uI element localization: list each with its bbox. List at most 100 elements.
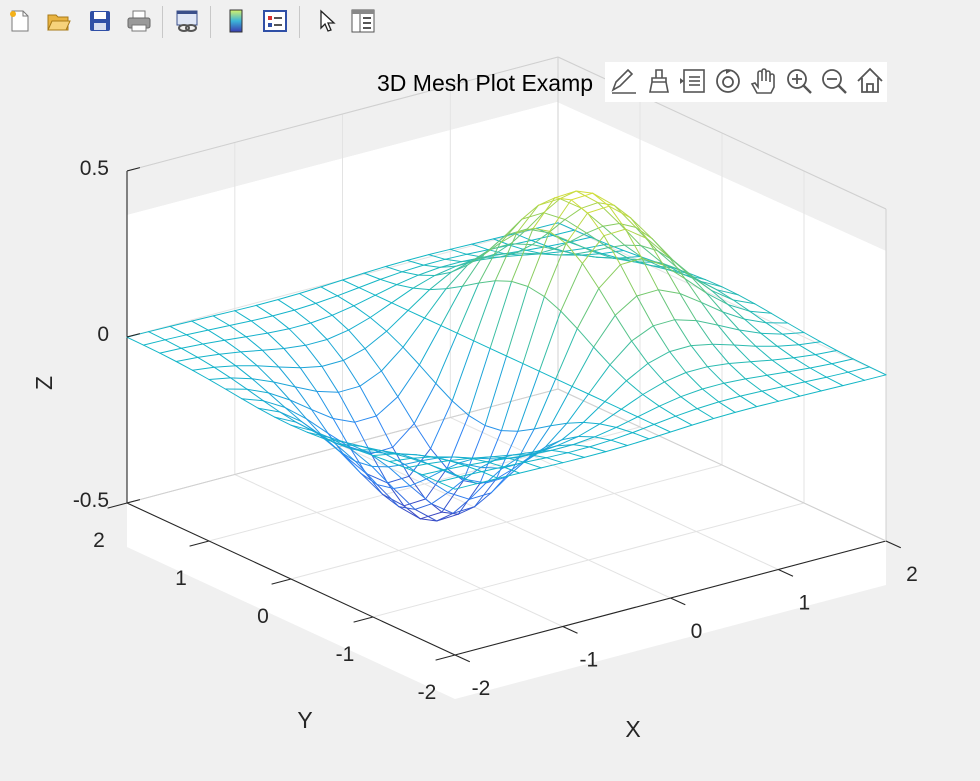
mesh-edge — [727, 304, 745, 320]
mesh-edge — [350, 448, 373, 467]
mesh-edge — [434, 271, 452, 276]
mesh-edge — [618, 256, 641, 259]
mesh-edge — [359, 385, 377, 417]
mesh-edge — [632, 432, 650, 440]
mesh-edge — [456, 332, 475, 342]
mesh-edge — [594, 426, 617, 438]
figure-canvas[interactable]: -2 -1 0 1 2 -2 -1 0 1 2 -0.5 0 0.5 X Y Z 3D Mesh Plo… — [0, 44, 980, 781]
mesh-edge — [290, 424, 308, 433]
mesh-edge — [380, 370, 399, 398]
mesh-edge — [418, 364, 437, 384]
zoom-in-icon[interactable] — [787, 69, 812, 94]
mesh-edge — [521, 204, 539, 220]
x-tick-label: 2 — [906, 563, 918, 586]
mesh-edge — [614, 295, 638, 316]
mesh-plot[interactable]: -2 -1 0 1 2 -2 -1 0 1 2 -0.5 0 0.5 X Y Z 3D Mesh Plo… — [0, 44, 980, 781]
save-button[interactable] — [85, 6, 115, 36]
mesh-edge — [625, 228, 648, 240]
mesh-edge — [445, 264, 469, 290]
mesh-edge — [755, 345, 773, 361]
mesh-edge — [332, 418, 350, 448]
mesh-edge — [606, 243, 625, 251]
mesh-edge — [409, 485, 432, 505]
mesh-edge — [700, 280, 723, 288]
mesh-edge — [679, 293, 697, 322]
mesh-edge — [375, 415, 394, 448]
mesh-edge — [485, 476, 508, 484]
mesh-edge — [255, 304, 274, 317]
mesh-edge — [212, 310, 236, 317]
mesh-edge — [567, 452, 585, 458]
edit-icon[interactable] — [611, 68, 636, 94]
insert-legend-button[interactable] — [260, 6, 290, 36]
mesh-edge — [435, 382, 453, 402]
mesh-edge — [159, 347, 182, 354]
mesh-edge — [394, 453, 417, 456]
mesh-edge — [298, 286, 322, 294]
insert-colorbar-button[interactable] — [221, 6, 251, 36]
pan-icon[interactable] — [750, 68, 775, 94]
mesh-edge — [218, 353, 237, 367]
mesh-edge — [549, 199, 572, 232]
mesh-edge — [646, 238, 664, 266]
tick-marks — [107, 167, 902, 663]
mesh-edge — [572, 444, 590, 448]
brush-icon[interactable] — [649, 69, 669, 93]
mesh-edge — [599, 408, 622, 425]
link-plot-button[interactable] — [172, 6, 202, 36]
mesh-edge — [450, 264, 469, 273]
mesh-edge — [186, 329, 209, 336]
mesh-edge — [842, 379, 865, 387]
mesh-edge — [624, 244, 642, 247]
home-icon[interactable] — [857, 67, 883, 93]
open-file-button[interactable] — [44, 6, 74, 36]
mesh-edge — [512, 428, 535, 470]
mesh-edge — [814, 350, 838, 356]
mesh-edge — [553, 248, 576, 255]
mesh-edge — [461, 282, 480, 287]
mesh-edge — [738, 329, 757, 347]
mesh-edge — [625, 362, 649, 382]
mesh-edge — [713, 411, 736, 419]
mesh-edge — [745, 374, 768, 380]
mesh-edge — [814, 354, 833, 365]
edit-plot-button[interactable] — [311, 6, 341, 36]
mesh-edge — [744, 318, 767, 324]
mesh-edge — [363, 272, 381, 280]
mesh-edge — [486, 457, 509, 463]
mesh-edge — [620, 408, 639, 418]
mesh-edge — [426, 460, 450, 465]
mesh-edge — [574, 253, 598, 258]
mesh-edge — [615, 416, 639, 428]
mesh-edge — [782, 332, 805, 335]
mesh-edge — [494, 232, 518, 282]
mesh-edge — [831, 358, 854, 365]
mesh-edge — [602, 223, 620, 227]
mesh-edge — [284, 406, 302, 422]
mesh-edge — [540, 462, 564, 469]
mesh-edge — [852, 358, 871, 368]
mesh-edge — [749, 310, 767, 324]
mesh-edge — [273, 381, 296, 388]
mesh-edge — [695, 320, 719, 326]
mesh-edge — [288, 328, 306, 346]
mesh-edge — [613, 204, 637, 228]
mesh-edge — [586, 232, 609, 249]
mesh-edge — [648, 431, 671, 440]
mesh-edge — [471, 238, 494, 245]
mesh-edge — [663, 372, 687, 383]
print-button[interactable] — [124, 6, 154, 36]
mesh-edge — [765, 322, 783, 335]
mesh-edge — [552, 229, 575, 236]
mesh-edge — [462, 425, 486, 482]
mesh-edge — [354, 415, 377, 423]
mesh-edge — [696, 408, 715, 419]
zoom-out-icon[interactable] — [822, 69, 847, 94]
rotate-3d-icon[interactable] — [716, 69, 740, 93]
data-tips-icon[interactable] — [680, 69, 705, 93]
property-inspector-button[interactable] — [348, 6, 378, 36]
mesh-edge — [593, 314, 616, 348]
new-figure-button[interactable] — [5, 6, 35, 36]
mesh-edge — [754, 303, 772, 314]
mesh-edge — [562, 456, 585, 464]
